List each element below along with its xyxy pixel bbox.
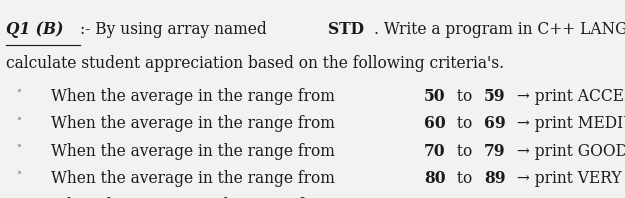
Text: 90: 90 — [424, 197, 446, 198]
Text: to: to — [452, 197, 477, 198]
Text: When the average in the range from: When the average in the range from — [51, 88, 340, 105]
Text: → print MEDIUM: → print MEDIUM — [512, 115, 625, 132]
Text: When the average in the range from: When the average in the range from — [51, 143, 340, 160]
Text: → print VERY GOOD: → print VERY GOOD — [512, 170, 625, 187]
Text: → print GOOD: → print GOOD — [512, 143, 625, 160]
Text: When the average in the range from: When the average in the range from — [51, 197, 340, 198]
Text: 70: 70 — [424, 143, 446, 160]
Text: 79: 79 — [484, 143, 506, 160]
Text: → print EXCELLENT: → print EXCELLENT — [512, 197, 625, 198]
Text: Q1 (B): Q1 (B) — [6, 21, 64, 38]
Text: 89: 89 — [484, 170, 506, 187]
Text: 60: 60 — [424, 115, 446, 132]
Text: When the average in the range from: When the average in the range from — [51, 115, 340, 132]
Text: calculate student appreciation based on the following criteria's.: calculate student appreciation based on … — [6, 55, 504, 72]
Text: to: to — [452, 88, 477, 105]
Text: When the average in the range from: When the average in the range from — [51, 170, 340, 187]
Text: 80: 80 — [424, 170, 446, 187]
Text: STD: STD — [328, 21, 364, 38]
Text: 50: 50 — [424, 88, 446, 105]
Text: → print ACCEPT: → print ACCEPT — [512, 88, 625, 105]
Text: to: to — [452, 170, 477, 187]
Text: . Write a program in C++ LANGUAGE to: . Write a program in C++ LANGUAGE to — [374, 21, 625, 38]
Text: to: to — [452, 143, 477, 160]
Text: 59: 59 — [484, 88, 506, 105]
Text: to: to — [452, 115, 477, 132]
Text: :- By using array named: :- By using array named — [81, 21, 272, 38]
Text: 99: 99 — [484, 197, 506, 198]
Text: 69: 69 — [484, 115, 506, 132]
